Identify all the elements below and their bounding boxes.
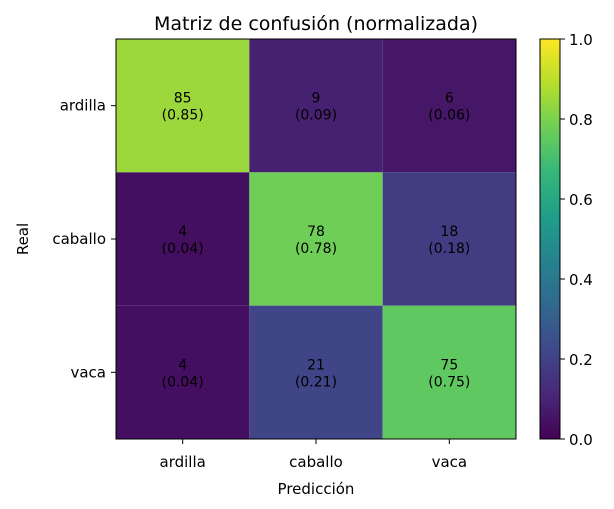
cell-normalized-label: (0.09) xyxy=(295,108,337,124)
cell-normalized-label: (0.78) xyxy=(295,241,337,257)
cell-normalized-label: (0.18) xyxy=(428,241,470,257)
heatmap-cell xyxy=(249,39,383,173)
heatmap-cell xyxy=(116,305,250,439)
cell-normalized-label: (0.06) xyxy=(428,108,470,124)
colorbar-tick-label: 0.6 xyxy=(569,191,593,209)
y-tick-label: caballo xyxy=(52,230,106,248)
chart-title: Matriz de confusión (normalizada) xyxy=(154,13,478,35)
y-axis-label: Real xyxy=(14,223,32,255)
colorbar-tick-label: 0.2 xyxy=(569,351,593,369)
heatmap-cell xyxy=(382,305,516,439)
cell-count-label: 4 xyxy=(178,357,187,373)
x-tick-label: ardilla xyxy=(160,453,206,471)
heatmap-cell xyxy=(249,305,383,439)
y-axis-ticks: ardilla caballo vaca xyxy=(52,97,116,381)
colorbar-tick-label: 1.0 xyxy=(569,31,593,49)
cell-normalized-label: (0.21) xyxy=(295,374,337,390)
cell-count-label: 9 xyxy=(312,91,321,107)
cell-normalized-label: (0.85) xyxy=(162,108,204,124)
heatmap-cell xyxy=(382,172,516,306)
cell-normalized-label: (0.04) xyxy=(162,374,204,390)
colorbar-tick-label: 0.4 xyxy=(569,271,593,289)
heatmap-cell xyxy=(116,39,250,173)
heatmap-cell xyxy=(116,172,250,306)
colorbar-tick-label: 0.0 xyxy=(569,431,593,449)
heatmap-cell xyxy=(382,39,516,173)
x-axis-ticks: ardilla caballo vaca xyxy=(160,439,468,471)
cell-count-label: 4 xyxy=(178,224,187,240)
cell-count-label: 18 xyxy=(440,224,458,240)
colorbar-tick-label: 0.8 xyxy=(569,111,593,129)
heatmap-cells: 85(0.85)9(0.09)6(0.06)4(0.04)78(0.78)18(… xyxy=(116,39,516,439)
y-tick-label: vaca xyxy=(70,363,106,381)
cell-count-label: 6 xyxy=(445,91,454,107)
cell-count-label: 21 xyxy=(307,357,325,373)
colorbar-ticks: 0.0 0.2 0.4 0.6 0.8 1.0 xyxy=(560,31,593,449)
cell-count-label: 78 xyxy=(307,224,325,240)
x-axis-label: Predicción xyxy=(278,480,355,498)
x-tick-label: vaca xyxy=(432,453,468,471)
cell-normalized-label: (0.04) xyxy=(162,241,204,257)
cell-count-label: 75 xyxy=(440,357,458,373)
cell-normalized-label: (0.75) xyxy=(428,374,470,390)
cell-count-label: 85 xyxy=(174,91,192,107)
x-tick-label: caballo xyxy=(289,453,343,471)
y-tick-label: ardilla xyxy=(60,97,106,115)
heatmap-cell xyxy=(249,172,383,306)
colorbar xyxy=(539,38,561,440)
